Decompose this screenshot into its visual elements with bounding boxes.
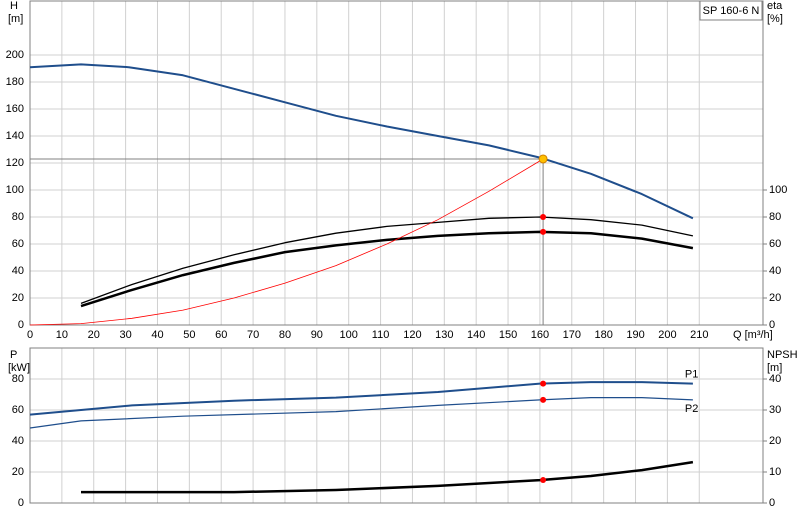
x-tick-label: 120 xyxy=(403,329,421,341)
y2-tick-label: 30 xyxy=(769,404,781,416)
y2-axis-unit: [%] xyxy=(767,13,783,25)
x-tick-label: 0 xyxy=(27,329,33,341)
y-axis-title: P xyxy=(10,349,17,361)
curve-id-box xyxy=(699,0,763,21)
x-tick-label: 20 xyxy=(88,329,100,341)
duty-point xyxy=(540,228,547,235)
y2-tick-label: 0 xyxy=(769,319,775,331)
curve xyxy=(29,63,694,220)
y2-tick-label: 60 xyxy=(769,238,781,250)
curve xyxy=(81,460,694,494)
y2-tick-label: 20 xyxy=(769,292,781,304)
plot-area xyxy=(30,348,763,503)
curve xyxy=(80,216,694,305)
plot-frame xyxy=(29,0,764,326)
duty-point xyxy=(540,214,547,220)
curve-label: P2 xyxy=(685,403,698,415)
y-tick-label: 100 xyxy=(6,184,24,196)
x-tick-label: 140 xyxy=(467,329,485,341)
y-axis-unit: [kW] xyxy=(8,362,30,374)
curve xyxy=(29,397,693,429)
x-tick-label: 80 xyxy=(279,329,291,341)
x-tick-label: 150 xyxy=(499,329,517,341)
y-tick-label: 160 xyxy=(6,103,24,115)
y-tick-label: 40 xyxy=(12,435,24,447)
x-tick-label: 180 xyxy=(594,329,612,341)
y2-tick-label: 80 xyxy=(769,211,781,223)
curve-label: P1 xyxy=(685,369,698,381)
y-tick-label: 140 xyxy=(6,130,24,142)
x-tick-label: 30 xyxy=(119,329,131,341)
y-tick-label: 120 xyxy=(6,157,24,169)
x-tick-label: 10 xyxy=(56,329,68,341)
y-tick-label: 0 xyxy=(18,319,24,331)
x-tick-label: 90 xyxy=(311,329,323,341)
y-tick-label: 80 xyxy=(12,211,24,223)
x-tick-label: 200 xyxy=(658,329,676,341)
x-tick-label: 50 xyxy=(183,329,195,341)
curve xyxy=(29,158,544,326)
curve xyxy=(80,230,694,308)
x-tick-label: 40 xyxy=(151,329,163,341)
x-tick-label: 210 xyxy=(690,329,708,341)
plot-frame xyxy=(29,347,764,504)
y2-tick-label: 10 xyxy=(769,466,781,478)
y2-axis-title: NPSH xyxy=(767,349,798,361)
y2-tick-label: 40 xyxy=(769,265,781,277)
y-tick-label: 60 xyxy=(12,404,24,416)
duty-point xyxy=(538,154,548,164)
y-axis-unit: [m] xyxy=(8,13,23,25)
y2-tick-label: 100 xyxy=(769,184,787,196)
x-tick-label: 130 xyxy=(435,329,453,341)
y-axis-title: H xyxy=(10,0,18,12)
y2-tick-label: 40 xyxy=(769,373,781,385)
y2-axis-title: eta xyxy=(767,0,783,12)
y-tick-label: 60 xyxy=(12,238,24,250)
x-tick-label: 190 xyxy=(626,329,644,341)
y-tick-label: 20 xyxy=(12,466,24,478)
x-tick-label: 70 xyxy=(247,329,259,341)
y-tick-label: 200 xyxy=(6,49,24,61)
x-tick-label: 60 xyxy=(215,329,227,341)
duty-point xyxy=(540,477,547,484)
duty-point xyxy=(540,380,547,387)
y2-tick-label: 0 xyxy=(769,497,775,509)
y-tick-label: 80 xyxy=(12,373,24,385)
curve-id: SP 160-6 N xyxy=(703,5,760,17)
x-tick-label: 170 xyxy=(563,329,581,341)
y-tick-label: 40 xyxy=(12,265,24,277)
x-tick-label: 160 xyxy=(531,329,549,341)
duty-point xyxy=(540,396,547,403)
y2-tick-label: 20 xyxy=(769,435,781,447)
y-tick-label: 0 xyxy=(18,497,24,509)
x-axis-title: Q [m³/h] xyxy=(733,329,773,341)
y2-axis-unit: [m] xyxy=(767,362,782,374)
curve xyxy=(29,381,693,416)
x-tick-label: 100 xyxy=(340,329,358,341)
y-tick-label: 180 xyxy=(6,76,24,88)
y-tick-label: 20 xyxy=(12,292,24,304)
x-tick-label: 110 xyxy=(372,329,390,341)
